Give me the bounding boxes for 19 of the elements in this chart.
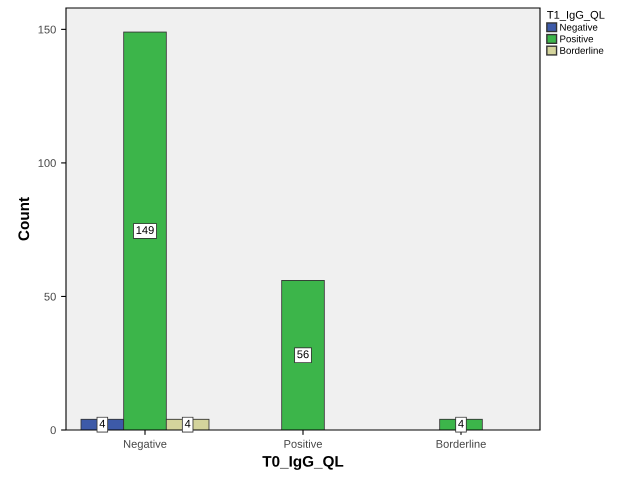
x-tick-label: Borderline [436,440,486,448]
data-label: 4 [100,420,106,428]
legend-label: Negative [560,24,598,33]
data-label: 4 [458,420,464,428]
y-tick-label: 50 [44,292,56,301]
y-axis-title: Count [18,197,30,240]
data-label: 56 [297,350,309,358]
x-tick-label: Negative [124,440,166,450]
legend-label: Borderline [560,46,604,54]
legend-title: T1_IgG_QL [547,10,605,21]
y-tick-label: 0 [50,426,56,434]
x-tick-label: Positive [284,440,322,448]
bar [281,280,325,430]
y-tick-label: 150 [38,26,56,34]
legend-label: Positive [560,35,594,42]
data-label: 4 [184,420,190,428]
x-axis-title: T0_IgG_QL [262,456,344,470]
y-tick-label: 100 [38,159,56,168]
data-label: 149 [136,226,154,234]
